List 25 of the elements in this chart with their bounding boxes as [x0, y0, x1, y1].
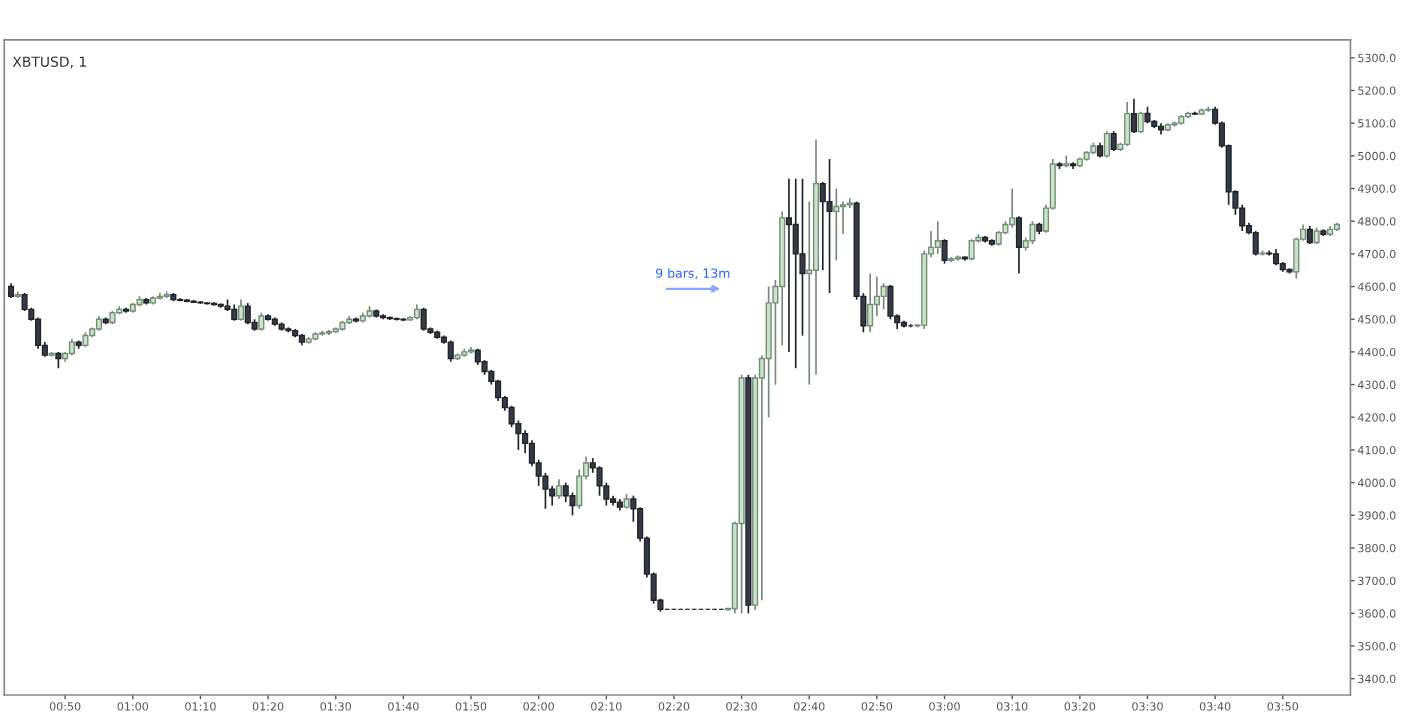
candlestick: [1252, 230, 1259, 257]
candlestick: [1015, 215, 1023, 275]
candlestick: [792, 177, 799, 370]
candlestick: [934, 220, 941, 255]
candlestick: [244, 302, 251, 325]
candlestick: [941, 238, 948, 265]
candlestick: [1130, 97, 1138, 134]
candlestick: [1137, 110, 1144, 134]
candlestick: [555, 478, 563, 500]
candlestick: [826, 158, 833, 294]
candlestick: [1103, 130, 1110, 159]
candlestick: [880, 282, 887, 311]
candlestick: [237, 298, 245, 322]
candlestick: [1029, 220, 1036, 245]
candlestick: [968, 238, 975, 262]
candlestick: [420, 306, 427, 332]
candlestick: [569, 491, 576, 517]
candlestick: [1009, 187, 1016, 229]
candlestick: [447, 339, 454, 363]
candlestick: [887, 284, 894, 321]
candlestick: [1110, 130, 1117, 152]
candlestick: [1124, 101, 1131, 147]
candlestick: [833, 187, 840, 262]
candlestick: [35, 316, 42, 350]
candlestick: [867, 272, 874, 334]
